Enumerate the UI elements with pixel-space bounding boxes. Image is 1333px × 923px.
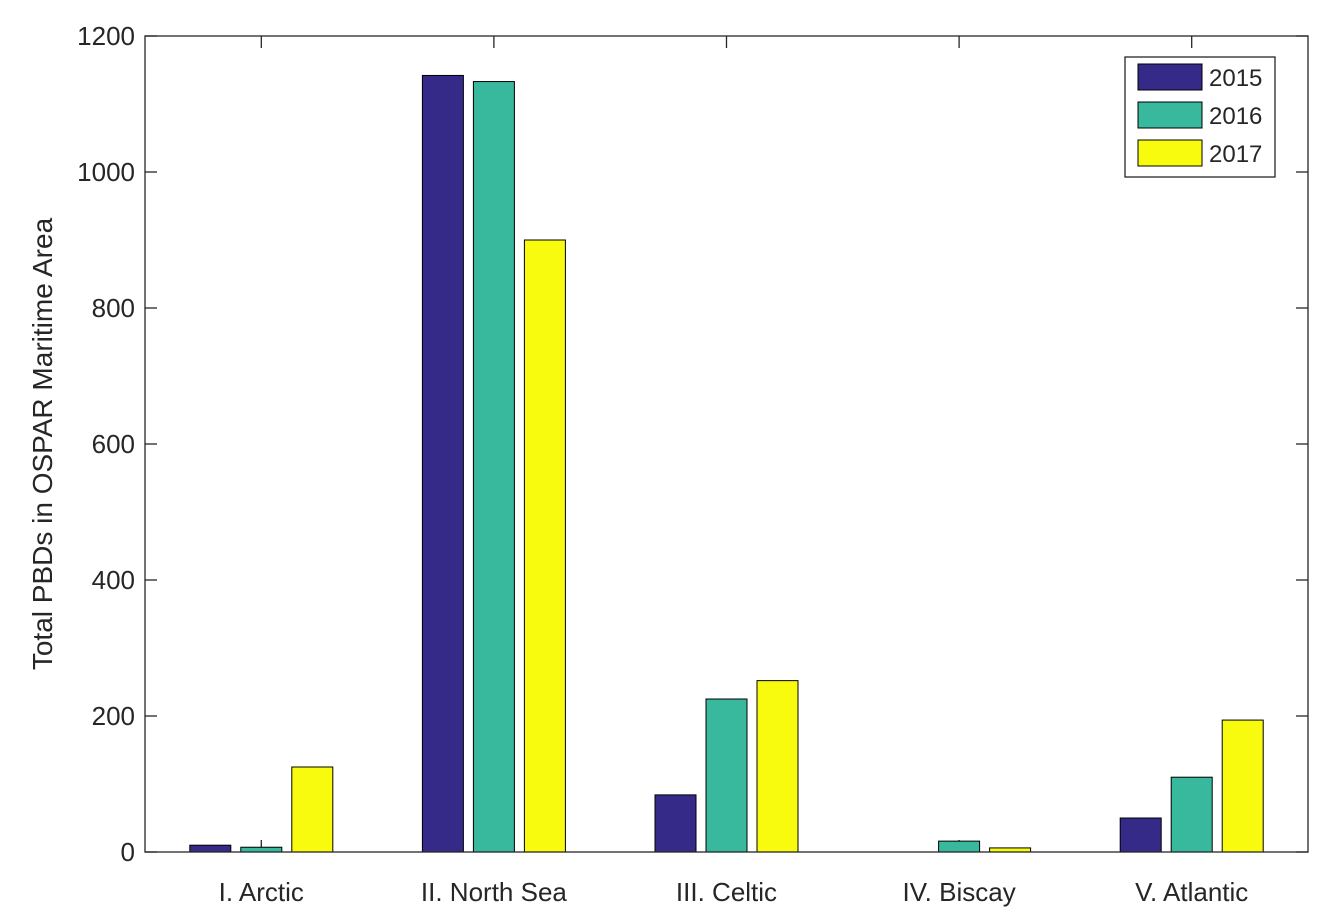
bar-2016-3 [938,840,981,853]
bar-2017-2 [756,680,799,853]
legend-label-2017: 2017 [1209,141,1262,168]
legend-label-2016: 2016 [1209,103,1262,130]
bar-2017-0 [291,766,334,853]
plot-frame [144,35,1309,853]
y-tick-label: 0 [121,837,135,867]
y-axis-title: Total PBDs in OSPAR Maritime Area [27,217,58,670]
ticks-layer: 0 200 400 600 800 1000 1200 I. Arctic II. North … [77,21,1308,907]
x-tick-label: II. North Sea [421,877,567,907]
x-tick-label: V. Atlantic [1135,877,1248,907]
y-tick-label: 1000 [77,157,135,187]
legend-swatch-2017 [1137,139,1203,167]
x-tick-label: III. Celtic [676,877,777,907]
bar-2015-4 [1119,817,1162,853]
bar-2015-1 [421,74,464,853]
bar-2016-1 [472,81,515,853]
bars-layer [189,74,1264,853]
bar-2016-4 [1170,776,1213,853]
bar-2015-0 [189,844,232,853]
y-tick-label: 1200 [77,21,135,51]
y-tick-label: 400 [92,565,135,595]
bar-2015-2 [654,794,697,853]
legend: 2015 2016 2017 [1124,56,1276,178]
bar-2016-2 [705,698,748,853]
bar-2017-4 [1221,719,1264,853]
x-tick-label: I. Arctic [219,877,304,907]
legend-swatch-2015 [1137,63,1203,91]
y-tick-label: 800 [92,293,135,323]
y-tick-label: 200 [92,701,135,731]
legend-swatch-2016 [1137,101,1203,129]
bar-2017-1 [523,239,566,853]
legend-label-2015: 2015 [1209,65,1262,92]
x-tick-label: IV. Biscay [902,877,1015,907]
bar-2016-0 [240,846,283,853]
y-tick-label: 600 [92,429,135,459]
